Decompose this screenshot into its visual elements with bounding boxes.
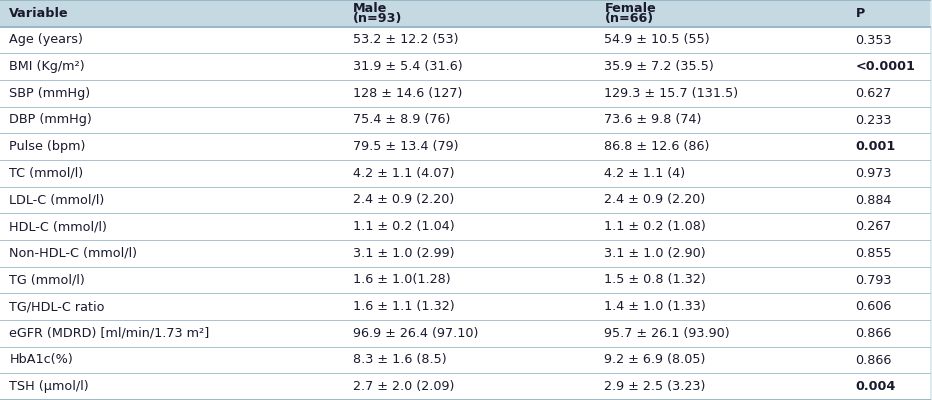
- Text: (n=93): (n=93): [353, 12, 403, 25]
- Bar: [0, 373, 930, 400]
- Bar: [0, 80, 930, 107]
- Text: Age (years): Age (years): [9, 34, 83, 46]
- Text: Male: Male: [353, 2, 388, 15]
- Bar: [0, 160, 930, 187]
- Text: 2.7 ± 2.0 (2.09): 2.7 ± 2.0 (2.09): [353, 380, 455, 393]
- Text: TG (mmol/l): TG (mmol/l): [9, 274, 85, 286]
- Text: 95.7 ± 26.1 (93.90): 95.7 ± 26.1 (93.90): [605, 327, 730, 340]
- Text: 2.4 ± 0.9 (2.20): 2.4 ± 0.9 (2.20): [605, 194, 706, 206]
- Text: 0.866: 0.866: [856, 354, 892, 366]
- Text: 0.353: 0.353: [856, 34, 892, 46]
- Text: 1.4 ± 1.0 (1.33): 1.4 ± 1.0 (1.33): [605, 300, 706, 313]
- Text: 0.793: 0.793: [856, 274, 892, 286]
- Text: eGFR (MDRD) [ml/min/1.73 m²]: eGFR (MDRD) [ml/min/1.73 m²]: [9, 327, 210, 340]
- Text: Pulse (bpm): Pulse (bpm): [9, 140, 86, 153]
- Text: 128 ± 14.6 (127): 128 ± 14.6 (127): [353, 87, 463, 100]
- Text: HDL-C (mmol/l): HDL-C (mmol/l): [9, 220, 107, 233]
- Bar: [0, 347, 930, 373]
- Text: 9.2 ± 6.9 (8.05): 9.2 ± 6.9 (8.05): [605, 354, 706, 366]
- Bar: [0, 293, 930, 320]
- Text: 1.1 ± 0.2 (1.08): 1.1 ± 0.2 (1.08): [605, 220, 706, 233]
- Text: 86.8 ± 12.6 (86): 86.8 ± 12.6 (86): [605, 140, 710, 153]
- Text: 0.627: 0.627: [856, 87, 892, 100]
- Text: 4.2 ± 1.1 (4.07): 4.2 ± 1.1 (4.07): [353, 167, 455, 180]
- Text: 4.2 ± 1.1 (4): 4.2 ± 1.1 (4): [605, 167, 686, 180]
- Text: TC (mmol/l): TC (mmol/l): [9, 167, 84, 180]
- Text: P: P: [856, 7, 865, 20]
- Text: 54.9 ± 10.5 (55): 54.9 ± 10.5 (55): [605, 34, 710, 46]
- Text: 96.9 ± 26.4 (97.10): 96.9 ± 26.4 (97.10): [353, 327, 479, 340]
- Text: 75.4 ± 8.9 (76): 75.4 ± 8.9 (76): [353, 114, 451, 126]
- Text: 0.267: 0.267: [856, 220, 892, 233]
- Text: 1.6 ± 1.1 (1.32): 1.6 ± 1.1 (1.32): [353, 300, 455, 313]
- Bar: [0, 53, 930, 80]
- Text: TG/HDL-C ratio: TG/HDL-C ratio: [9, 300, 104, 313]
- Text: 0.866: 0.866: [856, 327, 892, 340]
- Text: 1.1 ± 0.2 (1.04): 1.1 ± 0.2 (1.04): [353, 220, 455, 233]
- Text: <0.0001: <0.0001: [856, 60, 915, 73]
- Text: 1.6 ± 1.0(1.28): 1.6 ± 1.0(1.28): [353, 274, 451, 286]
- Bar: [0, 133, 930, 160]
- Bar: [0, 240, 930, 267]
- Text: 2.4 ± 0.9 (2.20): 2.4 ± 0.9 (2.20): [353, 194, 455, 206]
- Text: 73.6 ± 9.8 (74): 73.6 ± 9.8 (74): [605, 114, 702, 126]
- Text: 0.884: 0.884: [856, 194, 892, 206]
- Text: 0.973: 0.973: [856, 167, 892, 180]
- Text: 0.233: 0.233: [856, 114, 892, 126]
- Bar: [0, 107, 930, 133]
- Text: 53.2 ± 12.2 (53): 53.2 ± 12.2 (53): [353, 34, 459, 46]
- Text: 3.1 ± 1.0 (2.90): 3.1 ± 1.0 (2.90): [605, 247, 706, 260]
- Text: TSH (µmol/l): TSH (µmol/l): [9, 380, 89, 393]
- Text: 129.3 ± 15.7 (131.5): 129.3 ± 15.7 (131.5): [605, 87, 738, 100]
- Text: 2.9 ± 2.5 (3.23): 2.9 ± 2.5 (3.23): [605, 380, 706, 393]
- Bar: [0, 267, 930, 293]
- Text: BMI (Kg/m²): BMI (Kg/m²): [9, 60, 85, 73]
- Text: 0.855: 0.855: [856, 247, 892, 260]
- Text: 31.9 ± 5.4 (31.6): 31.9 ± 5.4 (31.6): [353, 60, 463, 73]
- Text: LDL-C (mmol/l): LDL-C (mmol/l): [9, 194, 104, 206]
- Bar: [0, 0, 930, 27]
- Text: 1.5 ± 0.8 (1.32): 1.5 ± 0.8 (1.32): [605, 274, 706, 286]
- Bar: [0, 27, 930, 53]
- Text: 79.5 ± 13.4 (79): 79.5 ± 13.4 (79): [353, 140, 459, 153]
- Bar: [0, 213, 930, 240]
- Text: Female: Female: [605, 2, 656, 15]
- Text: 0.004: 0.004: [856, 380, 896, 393]
- Text: DBP (mmHg): DBP (mmHg): [9, 114, 92, 126]
- Text: SBP (mmHg): SBP (mmHg): [9, 87, 90, 100]
- Text: 8.3 ± 1.6 (8.5): 8.3 ± 1.6 (8.5): [353, 354, 447, 366]
- Bar: [0, 320, 930, 347]
- Text: 0.001: 0.001: [856, 140, 896, 153]
- Text: Non-HDL-C (mmol/l): Non-HDL-C (mmol/l): [9, 247, 137, 260]
- Text: Variable: Variable: [9, 7, 69, 20]
- Text: 0.606: 0.606: [856, 300, 892, 313]
- Text: 35.9 ± 7.2 (35.5): 35.9 ± 7.2 (35.5): [605, 60, 714, 73]
- Text: (n=66): (n=66): [605, 12, 653, 25]
- Bar: [0, 187, 930, 213]
- Text: 3.1 ± 1.0 (2.99): 3.1 ± 1.0 (2.99): [353, 247, 455, 260]
- Text: HbA1c(%): HbA1c(%): [9, 354, 73, 366]
